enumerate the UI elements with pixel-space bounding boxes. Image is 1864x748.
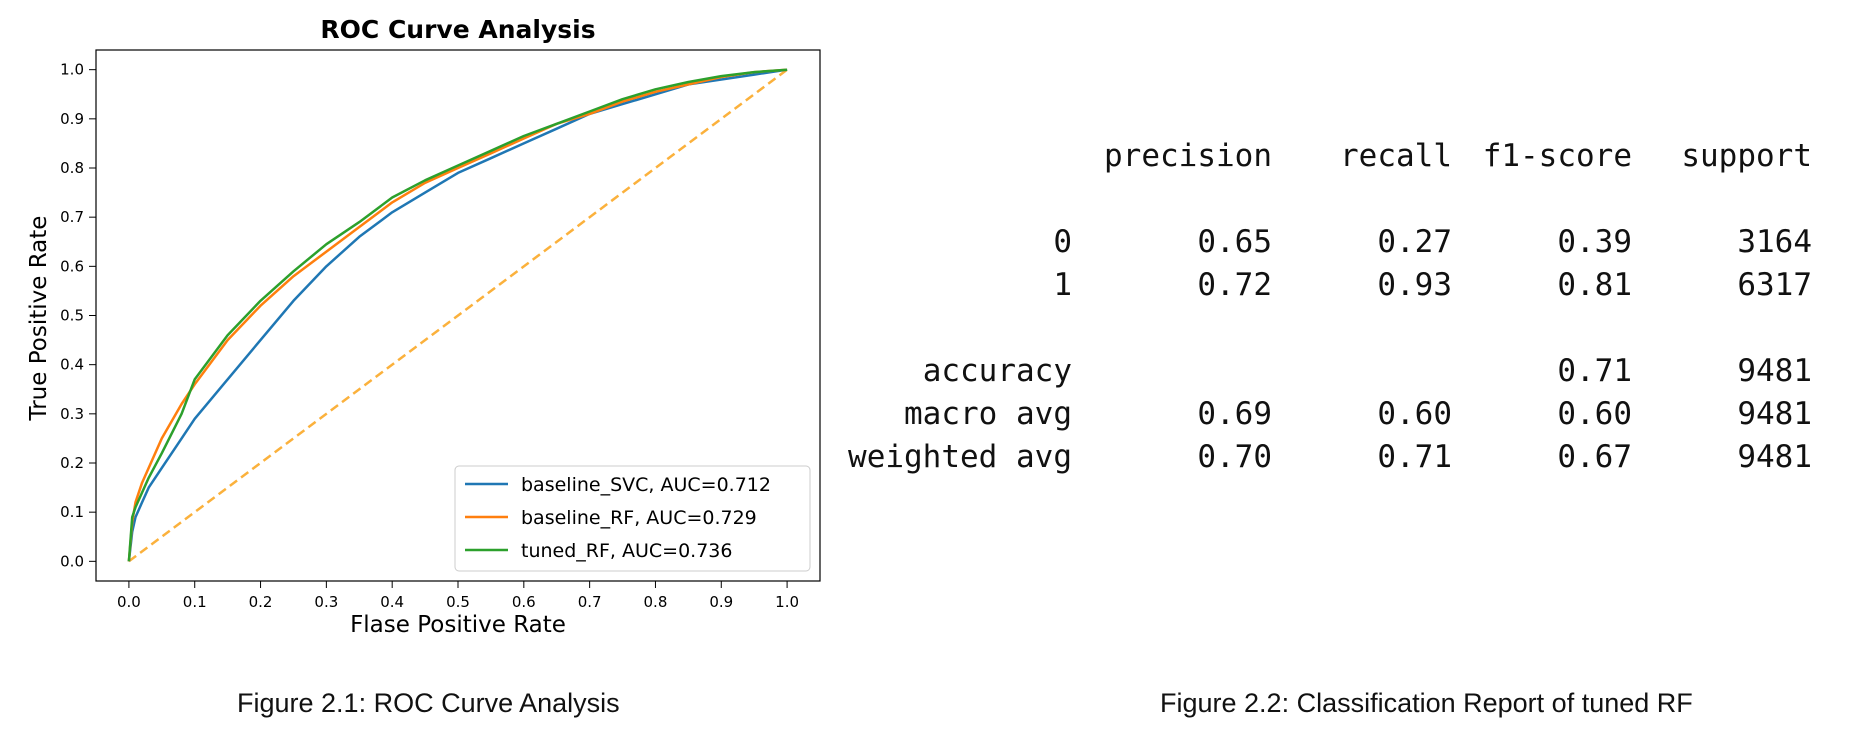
report-cell: 0.81 xyxy=(1557,267,1632,303)
y-tick-label: 0.0 xyxy=(60,552,84,570)
report-cell: 9481 xyxy=(1737,439,1812,475)
report-cell: 3164 xyxy=(1737,224,1812,260)
legend-box xyxy=(454,465,811,572)
report-cell: 0.71 xyxy=(1377,439,1452,475)
report-row-label: weighted avg xyxy=(848,439,1072,475)
legend-label-tuned-rf: tuned_RF, AUC=0.736 xyxy=(521,540,732,562)
chart-legend: baseline_SVC, AUC=0.712 baseline_RF, AUC… xyxy=(454,465,811,572)
report-cell: 9481 xyxy=(1737,396,1812,432)
series-line-chance-diagonal xyxy=(128,68,788,563)
report-cell: 0.71 xyxy=(1557,353,1632,389)
report-cell: 0.67 xyxy=(1557,439,1632,475)
x-tick-label: 0.0 xyxy=(117,593,141,611)
report-cell: 0.93 xyxy=(1377,267,1452,303)
report-cell: 0.70 xyxy=(1197,439,1272,475)
y-tick-label: 0.8 xyxy=(60,159,84,177)
x-tick-label: 0.8 xyxy=(644,593,668,611)
legend-label-baseline-rf: baseline_RF, AUC=0.729 xyxy=(521,507,757,529)
y-tick-label: 0.7 xyxy=(60,208,84,226)
report-cell: 0.69 xyxy=(1197,396,1272,432)
x-tick-label: 0.3 xyxy=(314,593,338,611)
y-tick-label: 0.6 xyxy=(60,257,84,275)
report-cell: 6317 xyxy=(1737,267,1812,303)
x-tick-label: 0.5 xyxy=(446,593,470,611)
series-lines xyxy=(127,68,788,563)
report-cell: 9481 xyxy=(1737,353,1812,389)
series-line-baseline-rf xyxy=(127,68,788,562)
y-tick-label: 0.9 xyxy=(60,110,84,128)
x-axis-label: Flase Positive Rate xyxy=(350,612,566,638)
report-cell: 0.60 xyxy=(1557,396,1632,432)
report-cell: 0.39 xyxy=(1557,224,1632,260)
report-row-label: 0 xyxy=(1053,224,1072,260)
legend-label-svc: baseline_SVC, AUC=0.712 xyxy=(521,474,771,496)
y-tick-label: 0.3 xyxy=(60,405,84,423)
roc-chart: ROC Curve Analysis 0.0 0.1 0.2 0.3 0.4 0.5 0.6… xyxy=(0,0,840,660)
y-axis-ticks: 0.0 0.1 0.2 0.3 0.4 0.5 0.6 0.7 0.8 0.9 1.0 xyxy=(60,61,96,570)
report-column-header: support xyxy=(1681,138,1812,174)
report-column-header: recall xyxy=(1340,138,1452,174)
report-cell: 0.65 xyxy=(1197,224,1272,260)
report-cell: 0.60 xyxy=(1377,396,1452,432)
report-column-header: f1-score xyxy=(1482,138,1632,174)
y-axis-label: True Positive Rate xyxy=(26,216,52,422)
series-line-baseline-svc xyxy=(127,68,788,562)
y-tick-label: 1.0 xyxy=(60,61,84,79)
y-tick-label: 0.5 xyxy=(60,307,84,325)
figure-caption-roc: Figure 2.1: ROC Curve Analysis xyxy=(237,688,620,718)
report-column-header: precision xyxy=(1104,138,1272,174)
figure-caption-report: Figure 2.2: Classification Report of tun… xyxy=(1160,688,1693,718)
y-tick-label: 0.4 xyxy=(60,356,84,374)
roc-chart-svg: ROC Curve Analysis 0.0 0.1 0.2 0.3 0.4 0.5 0.6… xyxy=(26,15,821,638)
x-tick-label: 1.0 xyxy=(775,593,799,611)
x-tick-label: 0.2 xyxy=(249,593,273,611)
report-row-label: accuracy xyxy=(922,353,1072,389)
y-tick-label: 0.2 xyxy=(60,454,84,472)
report-cell: 0.72 xyxy=(1197,267,1272,303)
x-tick-label: 0.6 xyxy=(512,593,536,611)
y-tick-label: 0.1 xyxy=(60,503,84,521)
report-row-label: macro avg xyxy=(904,396,1072,432)
chart-title: ROC Curve Analysis xyxy=(320,15,595,44)
x-axis-ticks: 0.0 0.1 0.2 0.3 0.4 0.5 0.6 0.7 0.8 0.9 1.0 xyxy=(117,581,799,611)
x-tick-label: 0.4 xyxy=(380,593,404,611)
x-tick-label: 0.1 xyxy=(183,593,207,611)
report-cell: 0.27 xyxy=(1377,224,1452,260)
report-row-label: 1 xyxy=(1053,267,1072,303)
series-line-tuned-rf xyxy=(127,68,788,562)
x-tick-label: 0.9 xyxy=(709,593,733,611)
x-tick-label: 0.7 xyxy=(578,593,602,611)
